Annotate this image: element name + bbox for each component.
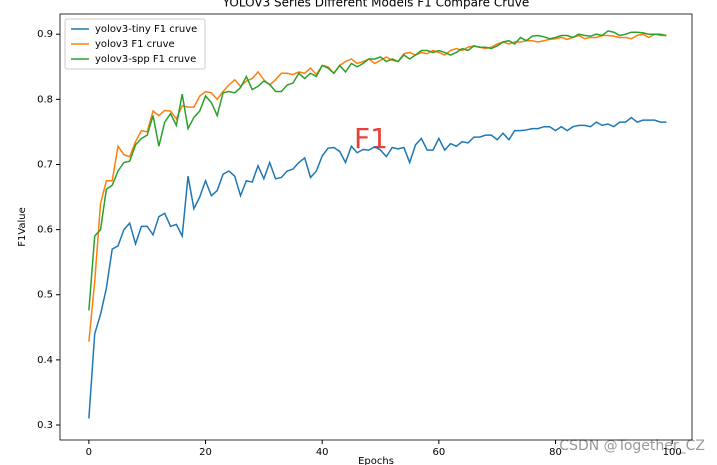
x-tick-label: 100 — [663, 447, 682, 458]
watermark: CSDN @Together_CZ — [559, 438, 705, 454]
legend-label: yolov3-spp F1 cruve — [95, 54, 196, 65]
y-tick-label: 0.9 — [37, 29, 53, 40]
y-tick-label: 0.7 — [37, 159, 53, 170]
line-series — [88, 116, 667, 419]
x-tick-label: 40 — [316, 447, 329, 458]
x-tick-label: 0 — [86, 447, 92, 458]
y-axis-label: F1Value — [17, 207, 28, 247]
x-tick-label: 20 — [199, 447, 212, 458]
line-series — [88, 33, 667, 342]
plot-area — [59, 13, 693, 441]
x-tick-label: 60 — [432, 447, 445, 458]
chart-title: YOLOV3 Series Different Models F1 Compar… — [222, 0, 530, 10]
legend-label: yolov3-tiny F1 cruve — [95, 24, 197, 35]
y-tick-label: 0.4 — [37, 355, 53, 366]
y-tick-label: 0.8 — [37, 94, 53, 105]
x-tick-label: 80 — [549, 447, 562, 458]
legend-box — [64, 18, 206, 70]
legend-label: yolov3 F1 cruve — [95, 39, 175, 50]
y-tick-label: 0.3 — [37, 420, 53, 431]
annotation: F1 — [354, 122, 388, 155]
line-series — [88, 30, 667, 311]
y-tick-label: 0.5 — [37, 290, 53, 301]
y-tick-label: 0.6 — [37, 225, 53, 236]
x-axis-label: Epochs — [358, 456, 394, 465]
